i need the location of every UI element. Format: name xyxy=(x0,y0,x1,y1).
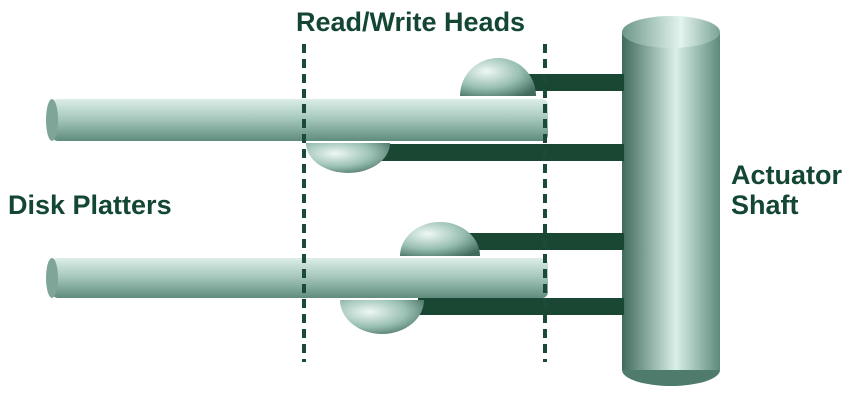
read-write-head-4 xyxy=(340,300,424,334)
disk-platter-1 xyxy=(46,99,548,141)
arm-2 xyxy=(378,144,624,161)
read-write-head-3 xyxy=(400,222,480,256)
actuator-shaft xyxy=(622,16,720,386)
read-write-head-1 xyxy=(460,58,536,96)
shaft-label-line2: Shaft xyxy=(731,190,799,220)
arm-4 xyxy=(418,298,624,315)
arm-1 xyxy=(528,74,624,91)
heads-label: Read/Write Heads xyxy=(296,7,526,37)
shaft-label: Actuator Shaft xyxy=(731,160,842,220)
head-guide-lines xyxy=(302,44,547,362)
shaft-label-line1: Actuator xyxy=(731,160,843,190)
disk-platter-2 xyxy=(46,258,548,298)
read-write-head-2 xyxy=(306,143,390,173)
platters-label: Disk Platters xyxy=(8,190,172,220)
